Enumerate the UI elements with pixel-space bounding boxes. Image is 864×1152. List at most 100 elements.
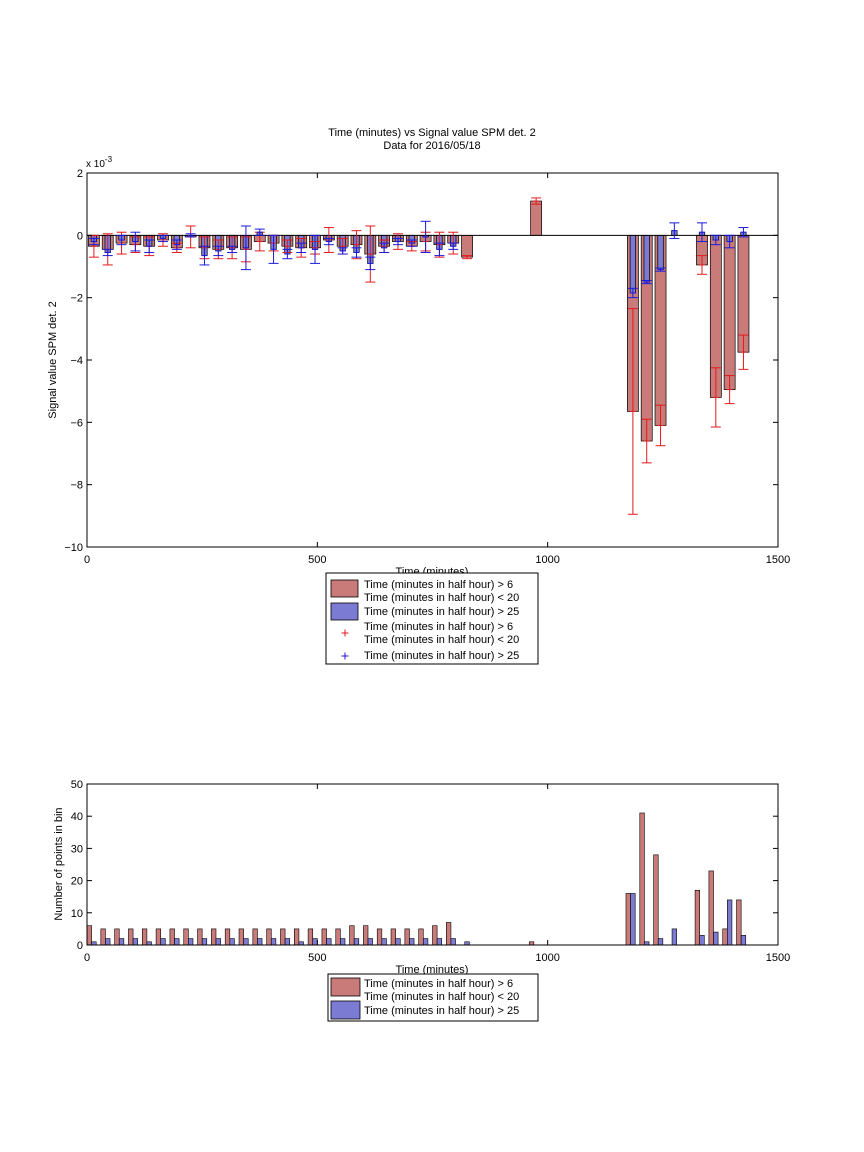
legend-label: Time (minutes in half hour) < 20 <box>364 592 519 604</box>
x-tick-label: 1500 <box>766 952 790 964</box>
blue-count-bar <box>381 938 387 946</box>
blue-count-bar <box>395 938 401 946</box>
x-tick-label: 0 <box>84 952 90 964</box>
blue-count-bar <box>201 938 208 946</box>
red-count-bar <box>114 928 120 946</box>
legend-label: Time (minutes in half hour) > 6 <box>364 621 513 633</box>
blue-count-bar <box>174 938 180 946</box>
red-count-bar <box>155 928 162 946</box>
legend-swatch-blue-bar <box>330 602 359 621</box>
red-count-bar <box>141 928 148 946</box>
blue-count-bar <box>740 935 747 946</box>
legend-marker-blue-plus <box>341 652 349 660</box>
red-count-bar <box>639 812 645 946</box>
x-tick-label: 0 <box>84 554 90 566</box>
y-tick-label: 0 <box>77 940 83 952</box>
legend-label: Time (minutes in half hour) < 20 <box>364 991 519 1003</box>
y-tick-label: −10 <box>64 542 83 554</box>
legend-box <box>325 572 539 665</box>
legend-label: Time (minutes in half hour) > 25 <box>364 606 519 618</box>
y-tick-label: 0 <box>77 230 83 242</box>
red-count-bar <box>432 925 438 946</box>
legend-swatch-red-bar <box>330 977 361 997</box>
y-tick-label: 2 <box>77 168 83 180</box>
blue-count-bar <box>422 938 429 946</box>
blue-count-bar <box>671 928 677 946</box>
blue-count-bar <box>727 899 733 946</box>
blue-count-bar <box>229 938 235 946</box>
count-axes-box <box>86 783 779 946</box>
red-count-bar <box>86 925 92 946</box>
y-tick-label: −6 <box>70 417 83 429</box>
red-count-bar <box>390 928 396 946</box>
blue-count-bar <box>436 938 443 946</box>
blue-count-bar <box>312 938 318 946</box>
x-tick-label: 500 <box>308 952 326 964</box>
red-count-bar <box>183 928 189 946</box>
blue-count-bar <box>657 938 664 946</box>
x-tick-label: 500 <box>308 554 326 566</box>
count-axes-ticks: 0 500 1000 1500 0 10 20 30 40 50 <box>71 779 790 964</box>
blue-bar <box>629 234 637 294</box>
red-count-bar <box>446 922 452 946</box>
red-count-bar <box>252 928 258 946</box>
legend-swatch-red-bar <box>330 579 359 598</box>
red-bar <box>723 234 736 390</box>
signal-legend: Time (minutes in half hour) > 6 Time (mi… <box>325 572 539 665</box>
blue-count-bar <box>409 938 415 946</box>
blue-count-bar <box>243 938 249 946</box>
legend-label: Time (minutes in half hour) < 20 <box>364 634 519 646</box>
blue-count-bar <box>270 938 277 946</box>
blue-count-bar <box>160 938 166 946</box>
y-axis-label: Signal value SPM det. 2 <box>47 301 59 418</box>
signal-axes-ticks: 0 500 1000 1500 2 0 −2 −4 −6 −8 −10 <box>64 168 790 566</box>
legend-swatch-blue-bar <box>330 1000 361 1020</box>
y-tick-label: −2 <box>70 293 83 305</box>
x-tick-label: 1000 <box>535 952 559 964</box>
red-count-bar <box>128 928 134 946</box>
red-count-bar <box>293 928 300 946</box>
red-count-bar <box>100 928 106 946</box>
red-count-bar <box>169 928 175 946</box>
count-plot-area <box>86 812 747 946</box>
chart-subtitle: Data for 2016/05/18 <box>383 140 480 152</box>
count-chart: 0 500 1000 1500 0 10 20 30 40 50 Time (minutes) N… <box>53 779 790 1022</box>
red-count-bar <box>307 928 314 946</box>
legend-label: Time (minutes in half hour) > 25 <box>364 650 519 662</box>
red-count-bar <box>404 928 410 946</box>
y-tick-label: 10 <box>71 908 83 920</box>
blue-count-bar <box>450 938 456 946</box>
x-tick-label: 1500 <box>766 554 790 566</box>
red-count-bar <box>363 925 369 946</box>
blue-count-bar <box>326 938 332 946</box>
y-tick-label: 30 <box>71 843 83 855</box>
red-count-bar <box>211 928 217 946</box>
blue-bar <box>657 234 664 270</box>
y-axis-label: Number of points in bin <box>53 807 65 920</box>
x-axis-label: Time (minutes) <box>396 964 469 976</box>
red-count-bar <box>653 854 659 946</box>
blue-count-bar <box>105 938 111 946</box>
red-count-bar <box>335 928 341 946</box>
y-tick-label: 40 <box>71 811 83 823</box>
blue-count-bar <box>118 938 125 946</box>
y-tick-label: −8 <box>70 480 83 492</box>
red-count-bar <box>238 928 244 946</box>
red-count-bar <box>418 928 424 946</box>
red-count-bar <box>625 893 631 946</box>
blue-count-bar <box>257 938 263 946</box>
red-count-bar <box>736 899 742 946</box>
y-tick-label: 20 <box>71 876 83 888</box>
blue-count-bar <box>340 938 346 946</box>
blue-count-bar <box>353 938 360 946</box>
red-count-bar <box>349 925 355 946</box>
blue-count-bar <box>284 938 290 946</box>
chart-title: Time (minutes) vs Signal value SPM det. … <box>328 127 535 139</box>
red-count-bar <box>280 928 286 946</box>
red-bar <box>461 234 473 258</box>
legend-label: Time (minutes in half hour) > 6 <box>364 579 513 591</box>
red-count-bar <box>321 928 327 946</box>
blue-count-bar <box>630 893 636 946</box>
blue-count-bar <box>367 938 373 946</box>
